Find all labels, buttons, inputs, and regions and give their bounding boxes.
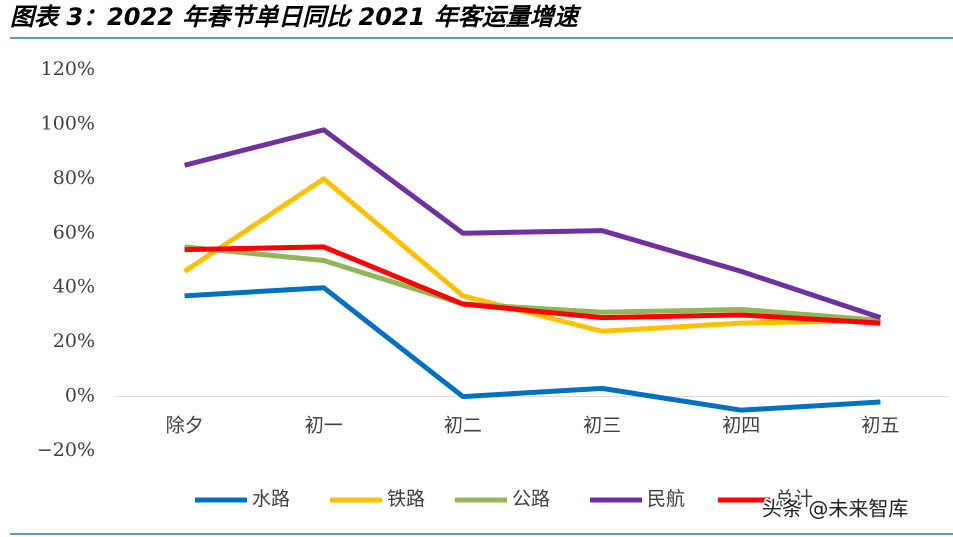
y-tick-label: −20% (37, 439, 95, 461)
legend-label: 民航 (647, 488, 685, 510)
y-tick-label: 0% (65, 385, 95, 407)
x-tick-label: 初三 (583, 415, 621, 437)
watermark: 头条 @未来智库 (762, 497, 908, 521)
y-tick-label: 120% (41, 58, 95, 80)
y-tick-label: 60% (53, 221, 95, 243)
y-tick-label: 20% (53, 330, 95, 352)
series-line (184, 285, 881, 413)
y-tick-label: 100% (41, 112, 95, 134)
series-line (184, 244, 881, 323)
x-tick-label: 初一 (305, 415, 343, 437)
chart-title: 图表 3：2022 年春节单日同比 2021 年客运量增速 (10, 3, 582, 31)
y-tick-label: 80% (53, 167, 95, 189)
series-line (184, 244, 881, 326)
legend-label: 总计 (775, 488, 813, 510)
x-tick-label: 初二 (444, 415, 482, 437)
series-line (183, 176, 881, 334)
legend-label: 铁路 (387, 488, 425, 510)
x-tick-label: 初四 (722, 415, 760, 437)
legend-label: 公路 (512, 488, 550, 510)
x-tick-label: 初五 (861, 415, 899, 437)
y-tick-label: 40% (53, 276, 95, 298)
series-line (183, 127, 882, 321)
x-tick-label: 除夕 (166, 415, 204, 437)
legend-label: 水路 (252, 488, 290, 510)
